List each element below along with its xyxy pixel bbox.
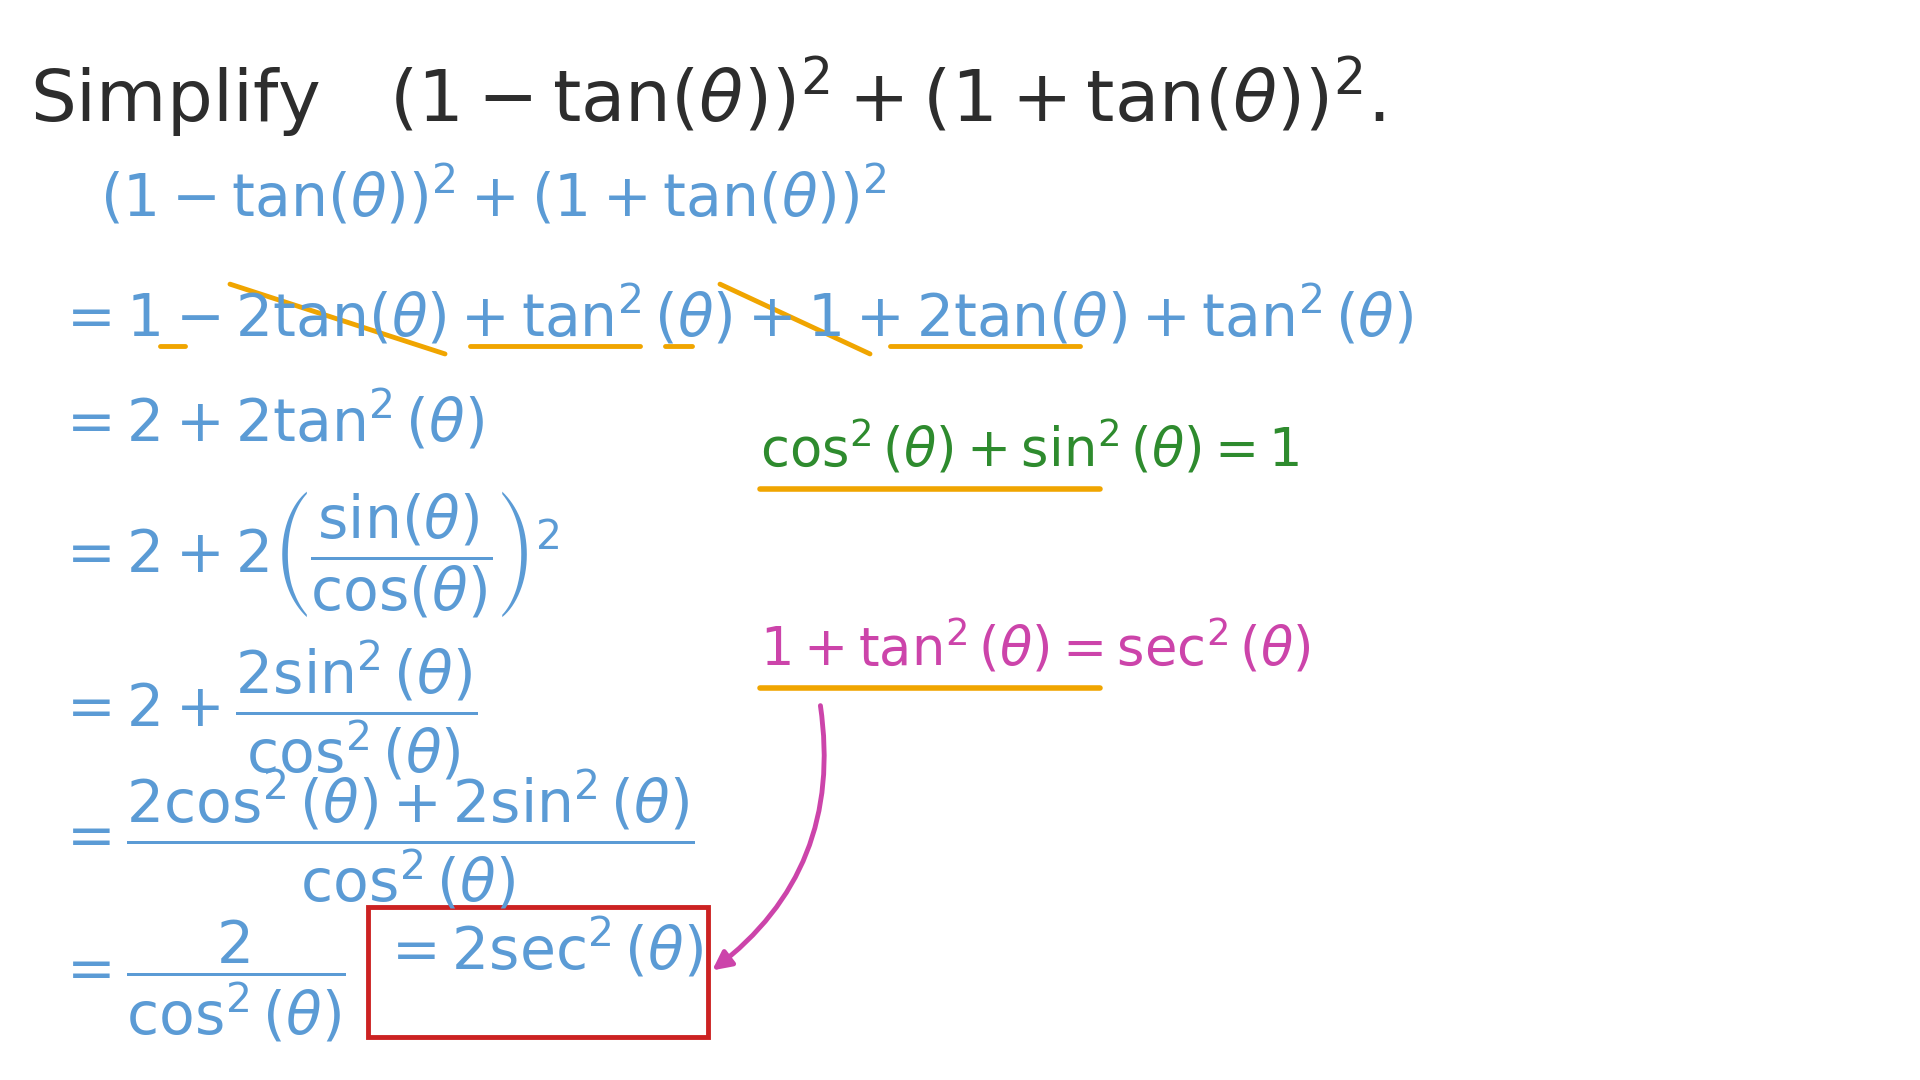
Text: $\cos^2(\theta) + \sin^2(\theta) = 1$: $\cos^2(\theta) + \sin^2(\theta) = 1$ [760, 419, 1300, 477]
Text: $= 2\sec^2(\theta)$: $= 2\sec^2(\theta)$ [380, 917, 703, 982]
Text: $= 1 - 2\tan(\theta) + \tan^2(\theta) + 1 + 2\tan(\theta) + \tan^2(\theta)$: $= 1 - 2\tan(\theta) + \tan^2(\theta) + … [56, 284, 1413, 349]
Text: $= \dfrac{2\cos^2(\theta) + 2\sin^2(\theta)}{\cos^2(\theta)}$: $= \dfrac{2\cos^2(\theta) + 2\sin^2(\the… [56, 768, 695, 912]
Text: Simplify   $(1 - \tan(\theta))^2 + (1 + \tan(\theta))^2$.: Simplify $(1 - \tan(\theta))^2 + (1 + \t… [31, 55, 1384, 141]
Text: $(1 - \tan(\theta))^2 + (1 + \tan(\theta))^2$: $(1 - \tan(\theta))^2 + (1 + \tan(\theta… [100, 164, 887, 229]
Bar [369, 907, 708, 1037]
Text: $= 2 + 2\tan^2(\theta)$: $= 2 + 2\tan^2(\theta)$ [56, 389, 484, 453]
Text: $= 2 + \dfrac{2\sin^2(\theta)}{\cos^2(\theta)}$: $= 2 + \dfrac{2\sin^2(\theta)}{\cos^2(\t… [56, 638, 478, 782]
Text: $= 2 + 2\left(\dfrac{\sin(\theta)}{\cos(\theta)}\right)^2$: $= 2 + 2\left(\dfrac{\sin(\theta)}{\cos(… [56, 488, 561, 619]
Text: $1 + \tan^2(\theta) = \sec^2(\theta)$: $1 + \tan^2(\theta) = \sec^2(\theta)$ [760, 618, 1311, 676]
Text: $= \dfrac{2}{\cos^2(\theta)}$: $= \dfrac{2}{\cos^2(\theta)}$ [56, 917, 346, 1043]
